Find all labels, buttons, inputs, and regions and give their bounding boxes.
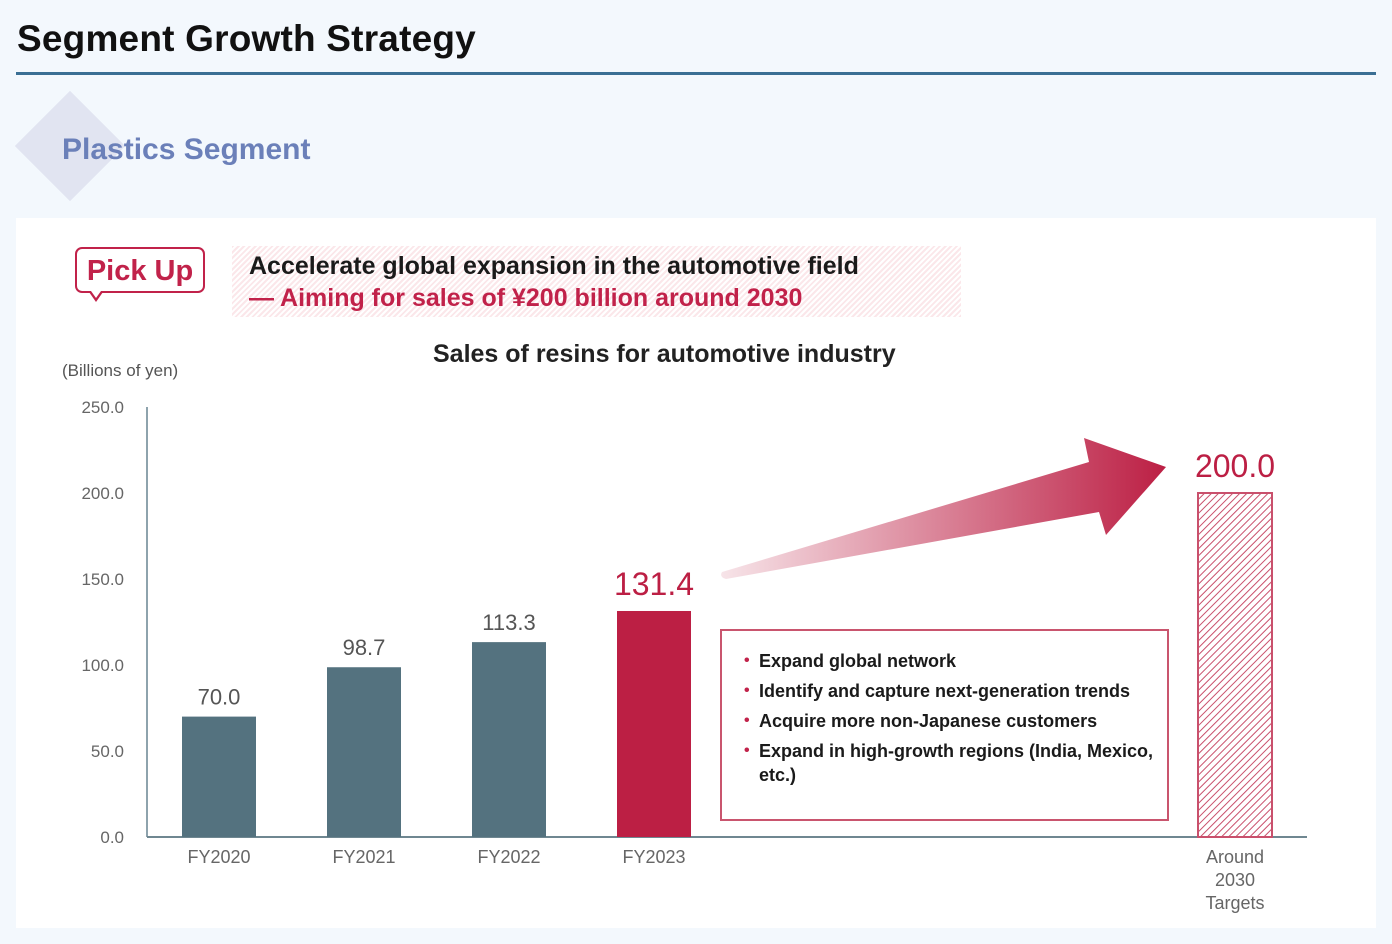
- bullet-text: Expand global network: [759, 651, 957, 671]
- y-tick-label: 150.0: [81, 570, 124, 589]
- y-tick-label: 50.0: [91, 742, 124, 761]
- bullet-text: Identify and capture next-generation tre…: [759, 681, 1131, 701]
- data-label: 113.3: [482, 610, 535, 635]
- chart-title: Sales of resins for automotive industry: [433, 340, 896, 368]
- bullet-text: Acquire more non-Japanese customers: [759, 711, 1098, 731]
- x-tick-label-line: Around: [1206, 847, 1264, 867]
- bar-fy2021: [327, 667, 401, 837]
- y-axis-unit-label: (Billions of yen): [62, 361, 179, 380]
- bullet-item: • Expand in high-growth regions (India, M…: [744, 739, 1167, 787]
- data-label: 200.0: [1195, 448, 1275, 484]
- strategy-bullet-box: • Expand global network • Identify and capt…: [720, 629, 1169, 821]
- y-tick-label: 100.0: [81, 656, 124, 675]
- pickup-badge-label: Pick Up: [86, 255, 194, 287]
- growth-arrow-icon: [721, 438, 1166, 579]
- x-tick-label: FY2022: [477, 847, 540, 867]
- title-divider: [16, 72, 1376, 75]
- bullet-dot-icon: •: [744, 652, 750, 669]
- bullet-item: • Acquire more non-Japanese customers: [744, 709, 1167, 733]
- x-tick-label-line: 2030: [1215, 870, 1255, 890]
- data-label: 131.4: [614, 566, 694, 602]
- x-tick-label: FY2020: [187, 847, 250, 867]
- bullet-text: Expand in high-growth regions (India, Me…: [759, 741, 1154, 785]
- subheadline: — Aiming for sales of ¥200 billion aroun…: [249, 284, 803, 312]
- section-title: Plastics Segment: [62, 133, 311, 166]
- bullet-dot-icon: •: [744, 712, 750, 729]
- bar-fy2020: [182, 716, 256, 837]
- bar-fy2023: [617, 610, 691, 837]
- x-tick-label: FY2023: [622, 847, 685, 867]
- bullet-item: • Identify and capture next-generation tr…: [744, 679, 1167, 703]
- bullet-dot-icon: •: [744, 742, 750, 759]
- x-tick-label: Around 2030 Targets: [1205, 847, 1264, 913]
- page-title: Segment Growth Strategy: [17, 18, 476, 59]
- pickup-badge: Pick Up: [75, 247, 205, 293]
- y-tick-label: 250.0: [81, 398, 124, 417]
- headline-box: [232, 246, 961, 317]
- y-tick-label: 0.0: [100, 828, 124, 847]
- data-label: 70.0: [198, 685, 241, 710]
- x-tick-label-line: Targets: [1205, 893, 1264, 913]
- data-label: 98.7: [343, 635, 386, 660]
- bullet-dot-icon: •: [744, 682, 750, 699]
- headline: Accelerate global expansion in the autom…: [249, 252, 859, 280]
- speech-bubble-tail-inner: [91, 291, 101, 298]
- x-tick-label: FY2021: [332, 847, 395, 867]
- bar-fy2022: [472, 642, 546, 837]
- bar-around-2030-targets: [1197, 492, 1273, 838]
- y-tick-label: 200.0: [81, 484, 124, 503]
- bullet-item: • Expand global network: [744, 649, 1167, 673]
